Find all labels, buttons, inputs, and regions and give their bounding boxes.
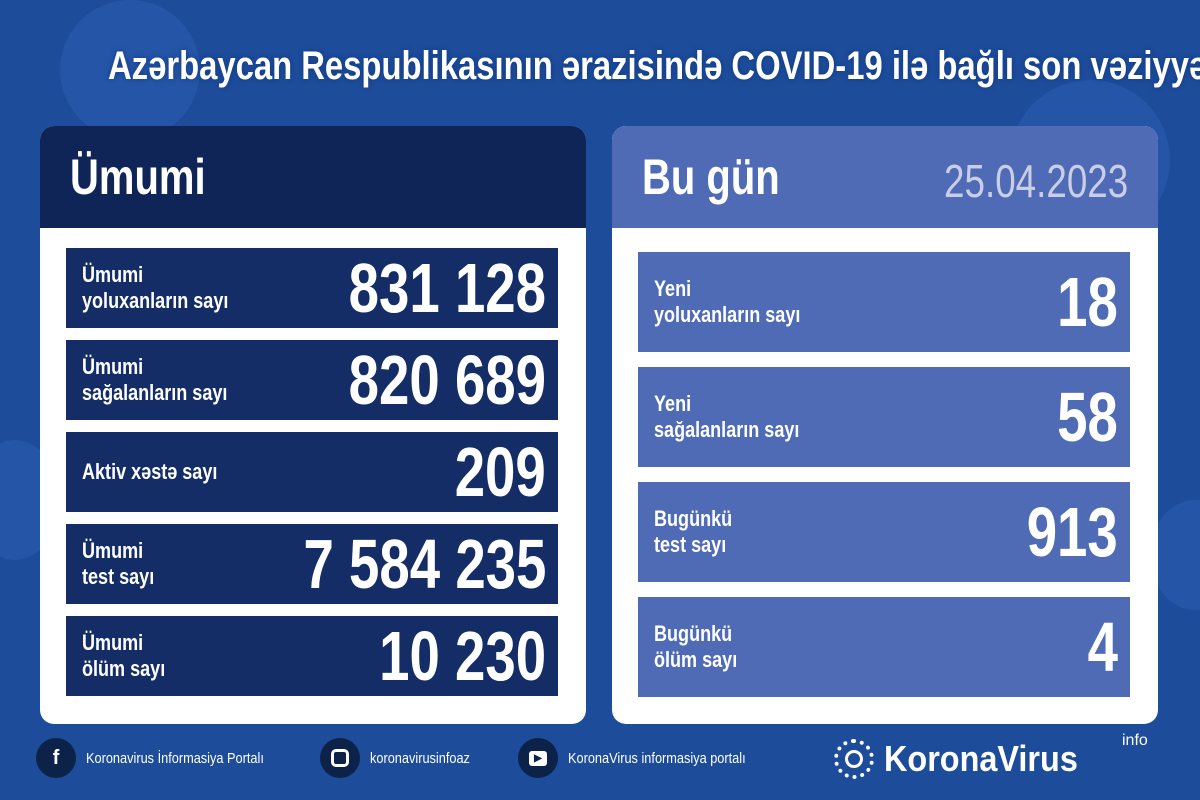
virus-decoration (60, 0, 200, 140)
stat-value: 18 (1057, 263, 1118, 341)
today-panel: Bu gün 25.04.2023 Yeni yoluxanların sayı… (612, 126, 1158, 724)
today-heading: Bu gün (642, 149, 780, 205)
facebook-label: Koronavirus İnformasiya Portalı (86, 749, 264, 767)
stat-value: 10 230 (378, 617, 546, 695)
facebook-link[interactable]: f Koronavirus İnformasiya Portalı (36, 738, 295, 778)
youtube-label: KoronaVirus informasiya portalı (568, 749, 746, 767)
stat-value: 4 (1087, 608, 1118, 686)
stat-label: Bugünkü ölüm sayı (654, 621, 738, 672)
virus-logo-icon (834, 739, 874, 779)
stat-row: Bugünkü test sayı 913 (638, 482, 1130, 582)
stat-label: Ümumi test sayı (82, 538, 155, 589)
stat-row: Yeni yoluxanların sayı 18 (638, 252, 1130, 352)
stat-label: Aktiv xəstə sayı (82, 459, 218, 484)
stat-value: 209 (454, 433, 546, 511)
brand-name: KoronaVirus (884, 738, 1078, 779)
total-heading: Ümumi (70, 149, 206, 205)
total-panel: Ümumi Ümumi yoluxanların sayı 831 128 Ümu… (40, 126, 586, 724)
instagram-link[interactable]: koronavirusinfoaz (320, 738, 488, 778)
instagram-icon (320, 738, 360, 778)
today-header: Bu gün 25.04.2023 (612, 126, 1158, 228)
today-date: 25.04.2023 (943, 155, 1128, 207)
facebook-icon: f (36, 738, 76, 778)
stat-row: Ümumi sağalanların sayı 820 689 (66, 340, 558, 420)
stat-row: Yeni sağalanların sayı 58 (638, 367, 1130, 467)
stat-row: Ümumi yoluxanların sayı 831 128 (66, 248, 558, 328)
stat-row: Ümumi test sayı 7 584 235 (66, 524, 558, 604)
youtube-link[interactable]: ▶ KoronaVirus informasiya portalı (518, 738, 777, 778)
stat-row: Ümumi ölüm sayı 10 230 (66, 616, 558, 696)
stat-row: Bugünkü ölüm sayı 4 (638, 597, 1130, 697)
stat-value: 58 (1057, 378, 1118, 456)
brand-logo: KoronaVirus info (834, 732, 1148, 780)
stat-label: Ümumi yoluxanların sayı (82, 262, 229, 313)
stat-value: 820 689 (348, 341, 546, 419)
stat-label: Bugünkü test sayı (654, 506, 733, 557)
stat-label: Ümumi ölüm sayı (82, 630, 166, 681)
total-header: Ümumi (40, 126, 586, 228)
stat-label: Ümumi sağalanların sayı (82, 354, 228, 405)
instagram-label: koronavirusinfoaz (370, 749, 470, 767)
brand-sup: info (1122, 732, 1148, 749)
stat-value: 831 128 (348, 249, 546, 327)
stat-value: 7 584 235 (303, 525, 546, 603)
stat-value: 913 (1026, 493, 1118, 571)
youtube-icon: ▶ (518, 738, 558, 778)
stat-row: Aktiv xəstə sayı 209 (66, 432, 558, 512)
page-title: Azərbaycan Respublikasının ərazisində CO… (108, 44, 1200, 88)
stat-label: Yeni yoluxanların sayı (654, 276, 801, 327)
stat-label: Yeni sağalanların sayı (654, 391, 800, 442)
